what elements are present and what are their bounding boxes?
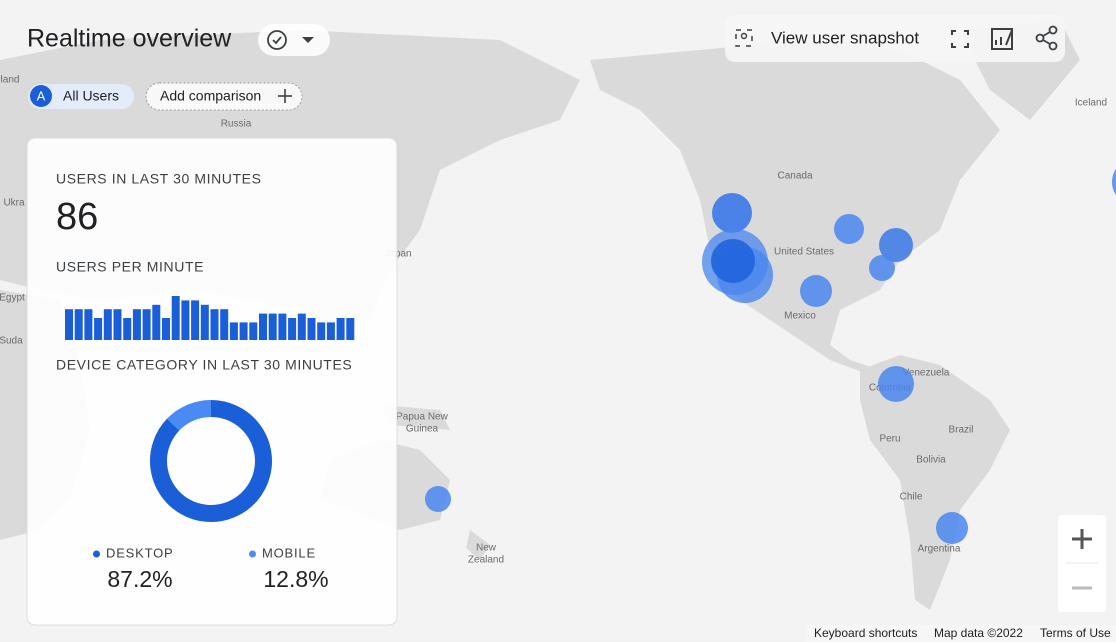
bar xyxy=(326,322,335,340)
bar xyxy=(123,318,132,340)
bar xyxy=(239,322,248,340)
toolbar xyxy=(725,15,1065,62)
bar xyxy=(152,304,161,340)
snapshot-button[interactable]: View user snapshot xyxy=(735,28,919,47)
per-minute-title: USERS PER MINUTE xyxy=(56,259,204,275)
share-button[interactable] xyxy=(1035,25,1058,51)
customize-button[interactable] xyxy=(991,28,1013,50)
bar xyxy=(346,318,355,340)
map-label: Bolivia xyxy=(916,455,946,466)
map-label: United States xyxy=(774,247,834,258)
map-label: Canada xyxy=(777,171,812,182)
map-label: Peru xyxy=(879,434,900,445)
bar xyxy=(84,309,93,340)
bar xyxy=(113,309,122,340)
keyboard-shortcuts[interactable]: Keyboard shortcuts xyxy=(814,626,917,640)
map-label: Guinea xyxy=(406,424,439,435)
map-label: Papua New xyxy=(396,412,448,423)
users-label: USERS IN LAST 30 MINUTES xyxy=(56,171,262,187)
legend-dot xyxy=(93,550,100,558)
title-status-menu[interactable] xyxy=(258,24,330,56)
bar xyxy=(74,309,83,340)
donut-segment xyxy=(167,400,212,431)
map-label: Japan xyxy=(384,249,411,260)
bar xyxy=(317,322,326,340)
bar xyxy=(288,318,297,340)
bar xyxy=(142,309,151,340)
map-labels: Russia Canada United States Mexico Venez… xyxy=(0,75,1107,566)
location-bubbles xyxy=(425,168,1116,544)
snapshot-label: View user snapshot xyxy=(771,28,919,47)
summary-card xyxy=(26,137,398,626)
map-label: land xyxy=(1,75,20,86)
bar xyxy=(103,309,112,340)
legend-value: 87.2% xyxy=(107,566,172,592)
bar xyxy=(200,304,209,340)
bar xyxy=(278,313,287,340)
map-label: New xyxy=(476,543,497,554)
legend-value: 12.8% xyxy=(263,566,328,592)
map-label: Russia xyxy=(221,119,252,130)
segment-name: All Users xyxy=(63,88,119,104)
terms-link[interactable]: Terms of Use xyxy=(1040,626,1111,640)
bar xyxy=(259,313,267,340)
device-title: DEVICE CATEGORY IN LAST 30 MINUTES xyxy=(56,357,352,373)
bar xyxy=(65,309,73,340)
bar xyxy=(162,318,170,340)
zoom-controls xyxy=(1058,515,1106,612)
fullscreen-button[interactable] xyxy=(951,30,969,48)
segment-badge: A xyxy=(37,88,46,103)
bar xyxy=(181,300,190,340)
bar xyxy=(249,322,258,340)
users-count: 86 xyxy=(56,196,98,238)
bar xyxy=(307,318,316,340)
bar xyxy=(94,318,103,340)
map-label: Egypt xyxy=(0,293,25,304)
map-label: Argentina xyxy=(918,544,961,555)
map-label: Brazil xyxy=(948,425,973,436)
bar xyxy=(132,309,141,340)
map-label: Ukra xyxy=(3,198,25,209)
map-label: Zealand xyxy=(468,555,504,566)
bar xyxy=(268,313,277,340)
bar xyxy=(229,322,238,340)
bar xyxy=(220,309,229,340)
add-comparison[interactable]: Add comparison xyxy=(145,82,303,111)
map-label: Chile xyxy=(900,492,923,503)
map-footer xyxy=(806,625,1116,642)
zoom-in[interactable] xyxy=(1072,529,1092,549)
bar xyxy=(171,296,180,340)
map-label: Venezuela xyxy=(903,368,950,379)
legend-label: MOBILE xyxy=(262,545,316,560)
add-comparison-label: Add comparison xyxy=(160,88,261,104)
map-label: Suda xyxy=(0,336,23,347)
device-donut xyxy=(150,400,272,522)
device-legend: DESKTOP 87.2% MOBILE 12.8% xyxy=(93,545,329,592)
map-label: Iceland xyxy=(1075,98,1107,109)
bar xyxy=(210,309,219,340)
bar xyxy=(336,318,345,340)
page-title: Realtime overview xyxy=(27,25,232,53)
legend-label: DESKTOP xyxy=(106,545,174,560)
bar xyxy=(297,313,306,340)
segment-chip[interactable]: A All Users xyxy=(28,84,134,109)
per-minute-bars xyxy=(65,296,355,340)
legend-dot xyxy=(249,550,256,558)
map-data: Map data ©2022 xyxy=(934,626,1023,640)
map-label: Mexico xyxy=(784,311,816,322)
bar xyxy=(191,300,200,340)
donut-segment xyxy=(150,400,272,522)
